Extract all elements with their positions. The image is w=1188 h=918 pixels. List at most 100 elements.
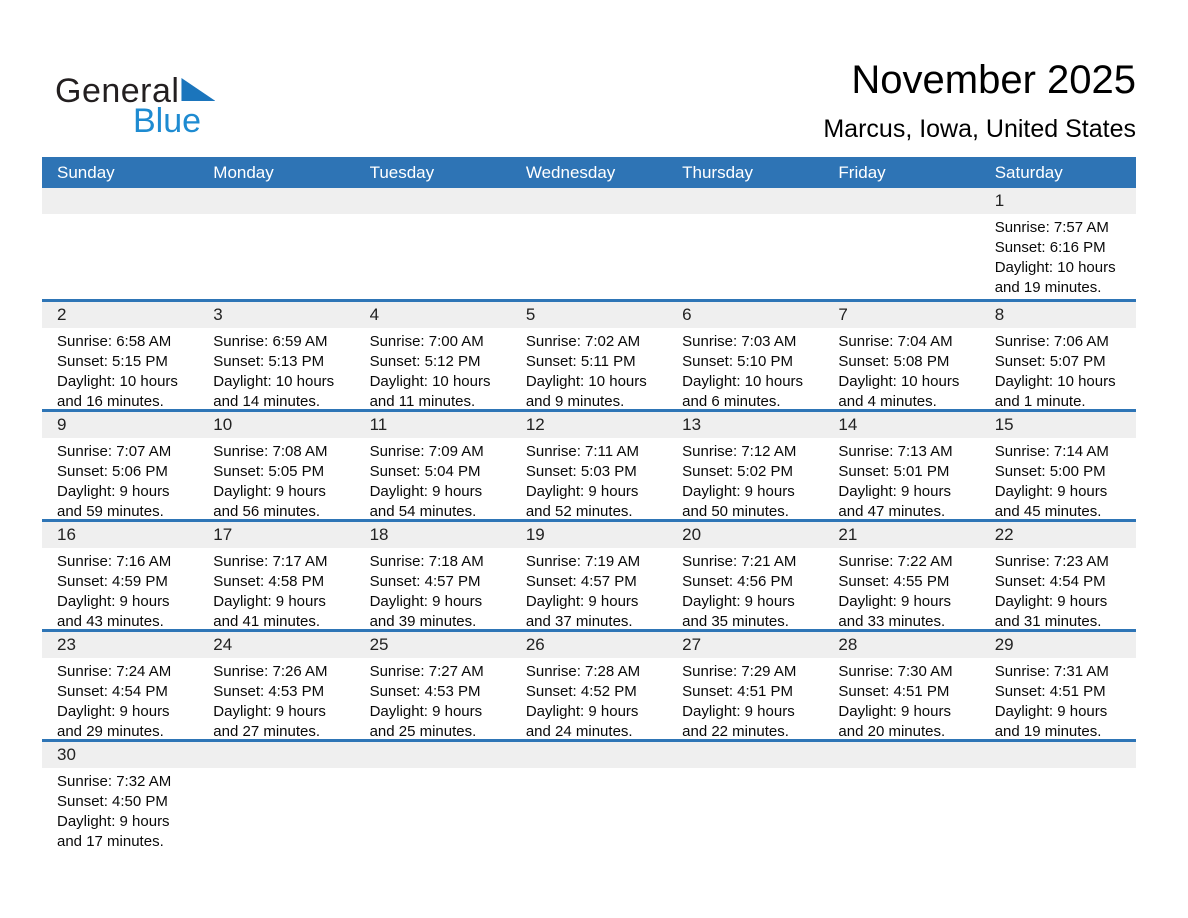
week-row: 16 Sunrise: 7:16 AM Sunset: 4:59 PM Dayligh… xyxy=(42,519,1136,629)
day-cell-body: Sunrise: 7:08 AM Sunset: 5:05 PM Daylight:… xyxy=(198,438,354,519)
sunset-text: Sunset: 5:07 PM xyxy=(994,353,1106,370)
day-number: 1 xyxy=(994,191,1005,210)
sunset-text: Sunset: 4:53 PM xyxy=(369,683,481,700)
day-cell-body: Sunrise: 7:11 AM Sunset: 5:03 PM Daylight:… xyxy=(511,438,667,519)
day-cell[interactable]: 18 Sunrise: 7:18 AM Sunset: 4:57 PM Dayligh… xyxy=(354,522,511,629)
daylight-hours-text: Daylight: 10 hours xyxy=(994,259,1116,276)
day-cell-body xyxy=(355,768,511,772)
week-row: 1 Sunrise: 7:57 AM Sunset: 6:16 PM Daylight… xyxy=(42,188,1136,299)
day-cell[interactable]: 22 Sunrise: 7:23 AM Sunset: 4:54 PM Dayligh… xyxy=(979,522,1136,629)
day-cell[interactable]: 14 Sunrise: 7:13 AM Sunset: 5:01 PM Dayligh… xyxy=(823,412,980,519)
sunrise-text: Sunrise: 7:31 AM xyxy=(994,663,1109,680)
day-cell-body: Sunrise: 7:09 AM Sunset: 5:04 PM Daylight:… xyxy=(355,438,511,519)
daylight-minutes-text: and 37 minutes. xyxy=(525,613,633,629)
day-cell[interactable]: 10 Sunrise: 7:08 AM Sunset: 5:05 PM Dayligh… xyxy=(198,412,355,519)
day-cell[interactable]: 7 Sunrise: 7:04 AM Sunset: 5:08 PM Daylight… xyxy=(823,302,980,409)
day-number: 10 xyxy=(213,415,233,434)
week-row: 23 Sunrise: 7:24 AM Sunset: 4:54 PM Dayligh… xyxy=(42,629,1136,739)
day-number-band: 6 xyxy=(667,302,824,328)
day-cell-body: Sunrise: 7:12 AM Sunset: 5:02 PM Daylight:… xyxy=(667,438,823,519)
day-cell[interactable]: 3 Sunrise: 6:59 AM Sunset: 5:13 PM Daylight… xyxy=(198,302,355,409)
day-cell[interactable]: 11 Sunrise: 7:09 AM Sunset: 5:04 PM Dayligh… xyxy=(354,412,511,519)
day-cell[interactable]: 20 Sunrise: 7:21 AM Sunset: 4:56 PM Dayligh… xyxy=(667,522,824,629)
day-cell[interactable]: 26 Sunrise: 7:28 AM Sunset: 4:52 PM Dayligh… xyxy=(510,632,668,739)
daylight-hours-text: Daylight: 9 hours xyxy=(213,593,326,610)
day-cell-body: Sunrise: 7:30 AM Sunset: 4:51 PM Daylight:… xyxy=(823,658,979,739)
sunset-text: Sunset: 5:05 PM xyxy=(213,463,325,480)
day-cell-body xyxy=(980,768,1136,772)
day-number: 5 xyxy=(525,305,536,324)
day-cell[interactable]: 2 Sunrise: 6:58 AM Sunset: 5:15 PM Daylight… xyxy=(42,302,199,409)
day-cell-body xyxy=(667,768,823,772)
day-cell-body: Sunrise: 7:27 AM Sunset: 4:53 PM Daylight:… xyxy=(355,658,511,739)
day-number: 20 xyxy=(682,525,702,544)
sunset-text: Sunset: 5:03 PM xyxy=(525,463,637,480)
sunset-text: Sunset: 5:04 PM xyxy=(369,463,481,480)
weekday-header-friday: Friday xyxy=(838,162,886,182)
day-cell[interactable]: 4 Sunrise: 7:00 AM Sunset: 5:12 PM Daylight… xyxy=(354,302,511,409)
day-number: 13 xyxy=(682,415,702,434)
day-number: 29 xyxy=(994,635,1014,654)
day-number: 11 xyxy=(369,415,388,434)
weekday-header-row: Sunday Monday Tuesday Wednesday Thursday Frid… xyxy=(42,157,1136,188)
daylight-minutes-text: and 35 minutes. xyxy=(682,613,789,629)
daylight-minutes-text: and 22 minutes. xyxy=(682,723,789,739)
day-cell[interactable]: 9 Sunrise: 7:07 AM Sunset: 5:06 PM Daylight… xyxy=(42,412,199,519)
daylight-hours-text: Daylight: 9 hours xyxy=(838,483,951,500)
general-blue-logo: General Blue xyxy=(55,74,216,138)
logo-row: General xyxy=(55,74,216,108)
day-cell[interactable]: 27 Sunrise: 7:29 AM Sunset: 4:51 PM Dayligh… xyxy=(667,632,824,739)
day-cell[interactable]: 15 Sunrise: 7:14 AM Sunset: 5:00 PM Dayligh… xyxy=(979,412,1136,519)
daylight-minutes-text: and 33 minutes. xyxy=(838,613,946,629)
day-cell[interactable]: 23 Sunrise: 7:24 AM Sunset: 4:54 PM Dayligh… xyxy=(42,632,199,739)
day-number-band: 16 xyxy=(42,522,199,548)
daylight-hours-text: Daylight: 10 hours xyxy=(838,373,960,390)
day-cell[interactable]: 21 Sunrise: 7:22 AM Sunset: 4:55 PM Dayligh… xyxy=(823,522,980,629)
day-cell[interactable]: 30 Sunrise: 7:32 AM Sunset: 4:50 PM Dayligh… xyxy=(42,742,199,849)
sunset-text: Sunset: 4:57 PM xyxy=(525,573,637,590)
day-cell-body: Sunrise: 6:59 AM Sunset: 5:13 PM Daylight:… xyxy=(198,328,354,409)
daylight-minutes-text: and 1 minute. xyxy=(994,393,1086,409)
daylight-minutes-text: and 11 minutes. xyxy=(369,393,476,409)
day-cell[interactable]: 6 Sunrise: 7:03 AM Sunset: 5:10 PM Daylight… xyxy=(667,302,824,409)
day-number-band: 30 xyxy=(42,742,199,768)
day-cell[interactable]: 16 Sunrise: 7:16 AM Sunset: 4:59 PM Dayligh… xyxy=(42,522,199,629)
day-number: 7 xyxy=(838,305,848,324)
day-cell[interactable]: 8 Sunrise: 7:06 AM Sunset: 5:07 PM Daylight… xyxy=(979,302,1136,409)
day-cell-body: Sunrise: 7:06 AM Sunset: 5:07 PM Daylight:… xyxy=(980,328,1136,409)
sunrise-text: Sunrise: 7:09 AM xyxy=(369,443,484,460)
sunrise-text: Sunrise: 7:22 AM xyxy=(838,553,953,570)
day-cell[interactable]: 29 Sunrise: 7:31 AM Sunset: 4:51 PM Dayligh… xyxy=(979,632,1136,739)
daylight-minutes-text: and 56 minutes. xyxy=(213,503,321,519)
day-number: 26 xyxy=(525,635,545,654)
day-number: 30 xyxy=(57,745,76,764)
day-cell[interactable]: 13 Sunrise: 7:12 AM Sunset: 5:02 PM Dayligh… xyxy=(667,412,824,519)
day-cell[interactable]: 28 Sunrise: 7:30 AM Sunset: 4:51 PM Dayligh… xyxy=(823,632,980,739)
day-number-band: 26 xyxy=(510,632,668,658)
empty-day-cell xyxy=(823,742,980,849)
day-number-band xyxy=(198,742,355,768)
day-cell[interactable]: 25 Sunrise: 7:27 AM Sunset: 4:53 PM Dayligh… xyxy=(354,632,511,739)
day-cell-body: Sunrise: 7:28 AM Sunset: 4:52 PM Daylight:… xyxy=(511,658,667,739)
daylight-hours-text: Daylight: 9 hours xyxy=(838,593,951,610)
day-cell[interactable]: 12 Sunrise: 7:11 AM Sunset: 5:03 PM Dayligh… xyxy=(510,412,668,519)
day-cell-body: Sunrise: 7:17 AM Sunset: 4:58 PM Daylight:… xyxy=(198,548,354,629)
sunset-text: Sunset: 4:50 PM xyxy=(57,793,168,810)
day-cell-body: Sunrise: 7:32 AM Sunset: 4:50 PM Daylight:… xyxy=(42,768,198,849)
day-cell[interactable]: 24 Sunrise: 7:26 AM Sunset: 4:53 PM Dayligh… xyxy=(198,632,355,739)
sunset-text: Sunset: 5:13 PM xyxy=(213,353,325,370)
daylight-hours-text: Daylight: 10 hours xyxy=(213,373,335,390)
daylight-hours-text: Daylight: 9 hours xyxy=(213,703,326,720)
day-number-band: 13 xyxy=(667,412,824,438)
day-cell-body: Sunrise: 7:16 AM Sunset: 4:59 PM Daylight:… xyxy=(42,548,198,629)
day-cell[interactable]: 19 Sunrise: 7:19 AM Sunset: 4:57 PM Dayligh… xyxy=(510,522,668,629)
day-cell[interactable]: 17 Sunrise: 7:17 AM Sunset: 4:58 PM Dayligh… xyxy=(198,522,355,629)
daylight-minutes-text: and 39 minutes. xyxy=(369,613,477,629)
daylight-hours-text: Daylight: 9 hours xyxy=(57,593,170,610)
day-cell[interactable]: 1 Sunrise: 7:57 AM Sunset: 6:16 PM Daylight… xyxy=(979,188,1136,299)
daylight-minutes-text: and 19 minutes. xyxy=(994,279,1102,296)
sunrise-text: Sunrise: 7:17 AM xyxy=(213,553,328,570)
daylight-hours-text: Daylight: 9 hours xyxy=(57,483,170,500)
day-number: 2 xyxy=(57,305,67,324)
day-cell[interactable]: 5 Sunrise: 7:02 AM Sunset: 5:11 PM Daylight… xyxy=(510,302,668,409)
